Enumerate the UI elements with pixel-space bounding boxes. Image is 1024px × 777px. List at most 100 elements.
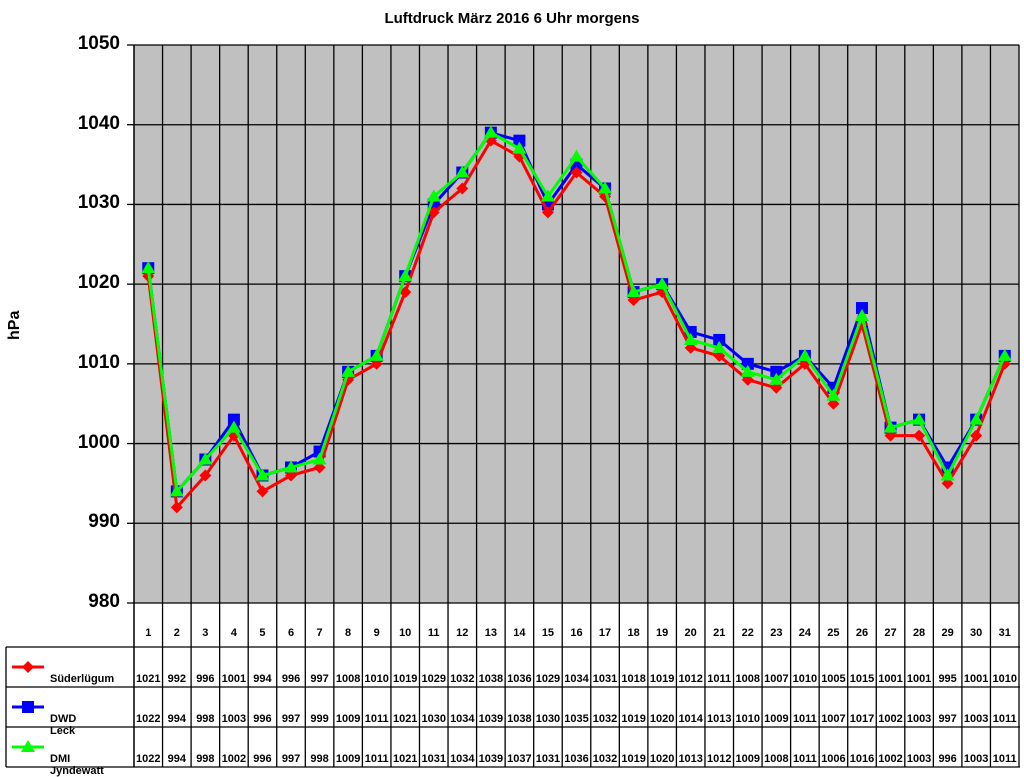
table-cell: 1003	[963, 713, 989, 725]
table-cell: 1006	[821, 753, 846, 765]
day-label: 15	[541, 627, 555, 639]
table-cell: 1011	[992, 753, 1017, 765]
table-cell: 1003	[963, 753, 989, 765]
table-cell: 995	[938, 673, 957, 685]
legend-key-dwd-leck	[12, 701, 44, 713]
day-label: 18	[627, 627, 640, 639]
y-tick-label: 1050	[77, 33, 120, 54]
table-cell: 1009	[335, 713, 361, 725]
day-label: 30	[970, 627, 983, 639]
y-tick-label: 1030	[77, 192, 120, 214]
table-cell: 996	[196, 673, 215, 685]
day-label: 1	[145, 627, 152, 639]
table-cell: 1039	[478, 753, 504, 765]
table-cell: 1034	[450, 713, 475, 725]
table-cell: 1032	[592, 713, 618, 725]
table-cell: 1039	[478, 713, 504, 725]
table-cell: 992	[167, 673, 186, 685]
table-cell: 1008	[335, 673, 361, 685]
day-label: 14	[513, 627, 526, 639]
table-cell: 994	[253, 673, 272, 685]
table-cell: 997	[938, 713, 957, 725]
day-label: 9	[373, 627, 380, 639]
series-label: DMI Jyndewatt	[50, 753, 104, 777]
day-label: 27	[884, 627, 897, 639]
day-label: 23	[770, 627, 783, 639]
table-cell: 1012	[706, 753, 732, 765]
table-cell: 1020	[649, 753, 675, 765]
y-tick-label: 1040	[77, 112, 120, 134]
series-label: DWD Leck	[50, 713, 77, 737]
table-cell: 1020	[649, 713, 675, 725]
table-cell: 1037	[507, 753, 532, 765]
table-cell: 998	[310, 753, 329, 765]
table-cell: 1009	[335, 753, 361, 765]
table-cell: 1010	[792, 673, 818, 685]
table-cell: 1002	[221, 753, 247, 765]
table-cell: 1018	[621, 673, 646, 685]
table-cell: 1011	[707, 673, 732, 685]
table-cell: 1022	[136, 713, 161, 725]
table-cell: 1032	[450, 673, 475, 685]
table-cell: 998	[196, 753, 215, 765]
day-label: 4	[230, 627, 237, 639]
table-cell: 997	[281, 753, 301, 765]
table-cell: 1016	[849, 753, 875, 765]
chart-title: Luftdruck März 2016 6 Uhr morgens	[384, 10, 640, 27]
table-cell: 1008	[735, 673, 761, 685]
table-cell: 1011	[364, 713, 389, 725]
series-label: Süderlügum	[50, 673, 115, 685]
day-label: 29	[941, 627, 954, 639]
table-cell: 1021	[392, 713, 418, 725]
day-label: 13	[484, 627, 497, 639]
table-cell: 1005	[821, 673, 846, 685]
y-tick-label: 980	[88, 591, 120, 612]
table-cell: 1030	[421, 713, 446, 725]
table-cell: 1022	[136, 753, 161, 765]
table-cell: 1019	[621, 713, 646, 725]
day-label: 22	[741, 627, 754, 639]
table-cell: 1009	[764, 713, 789, 725]
table-cell: 1002	[878, 713, 903, 725]
day-label: 24	[798, 627, 811, 639]
day-label: 21	[713, 627, 726, 639]
table-cell: 996	[253, 753, 272, 765]
table-cell: 1001	[221, 673, 247, 685]
day-label: 11	[427, 627, 440, 639]
table-cell: 996	[938, 753, 957, 765]
table-cell: 1013	[706, 713, 732, 725]
table-cell: 1038	[478, 673, 504, 685]
day-label: 5	[259, 627, 266, 639]
table-cell: 1036	[507, 673, 532, 685]
legend-key-süderlügum	[12, 661, 44, 673]
table-cell: 1001	[878, 673, 903, 685]
table-cell: 998	[196, 713, 215, 725]
y-tick-label: 990	[88, 511, 120, 533]
table-cell: 994	[167, 713, 186, 725]
table-cell: 1035	[564, 713, 589, 725]
table-cell: 1036	[564, 753, 589, 765]
day-label: 6	[287, 627, 295, 639]
day-label: 25	[827, 627, 840, 639]
table-cell: 1007	[821, 713, 846, 725]
table-cell: 1032	[592, 753, 618, 765]
table-cell: 1003	[221, 713, 247, 725]
table-cell: 1014	[678, 713, 703, 725]
table-cell: 1031	[421, 753, 446, 765]
table-cell: 1007	[764, 673, 789, 685]
day-label: 2	[173, 627, 180, 639]
table-cell: 1002	[878, 753, 903, 765]
series-dmi-jyndewatt	[141, 125, 1012, 497]
table-cell: 1010	[364, 673, 389, 685]
table-cell: 1031	[535, 753, 561, 765]
table-cell: 1034	[564, 673, 589, 685]
day-label: 26	[855, 627, 869, 639]
day-label: 17	[598, 627, 612, 639]
table-cell: 1003	[906, 713, 932, 725]
day-label: 3	[202, 627, 209, 639]
day-label: 8	[345, 627, 352, 639]
table-cell: 1030	[535, 713, 561, 725]
day-label: 31	[998, 627, 1011, 639]
table-cell: 1001	[963, 673, 989, 685]
